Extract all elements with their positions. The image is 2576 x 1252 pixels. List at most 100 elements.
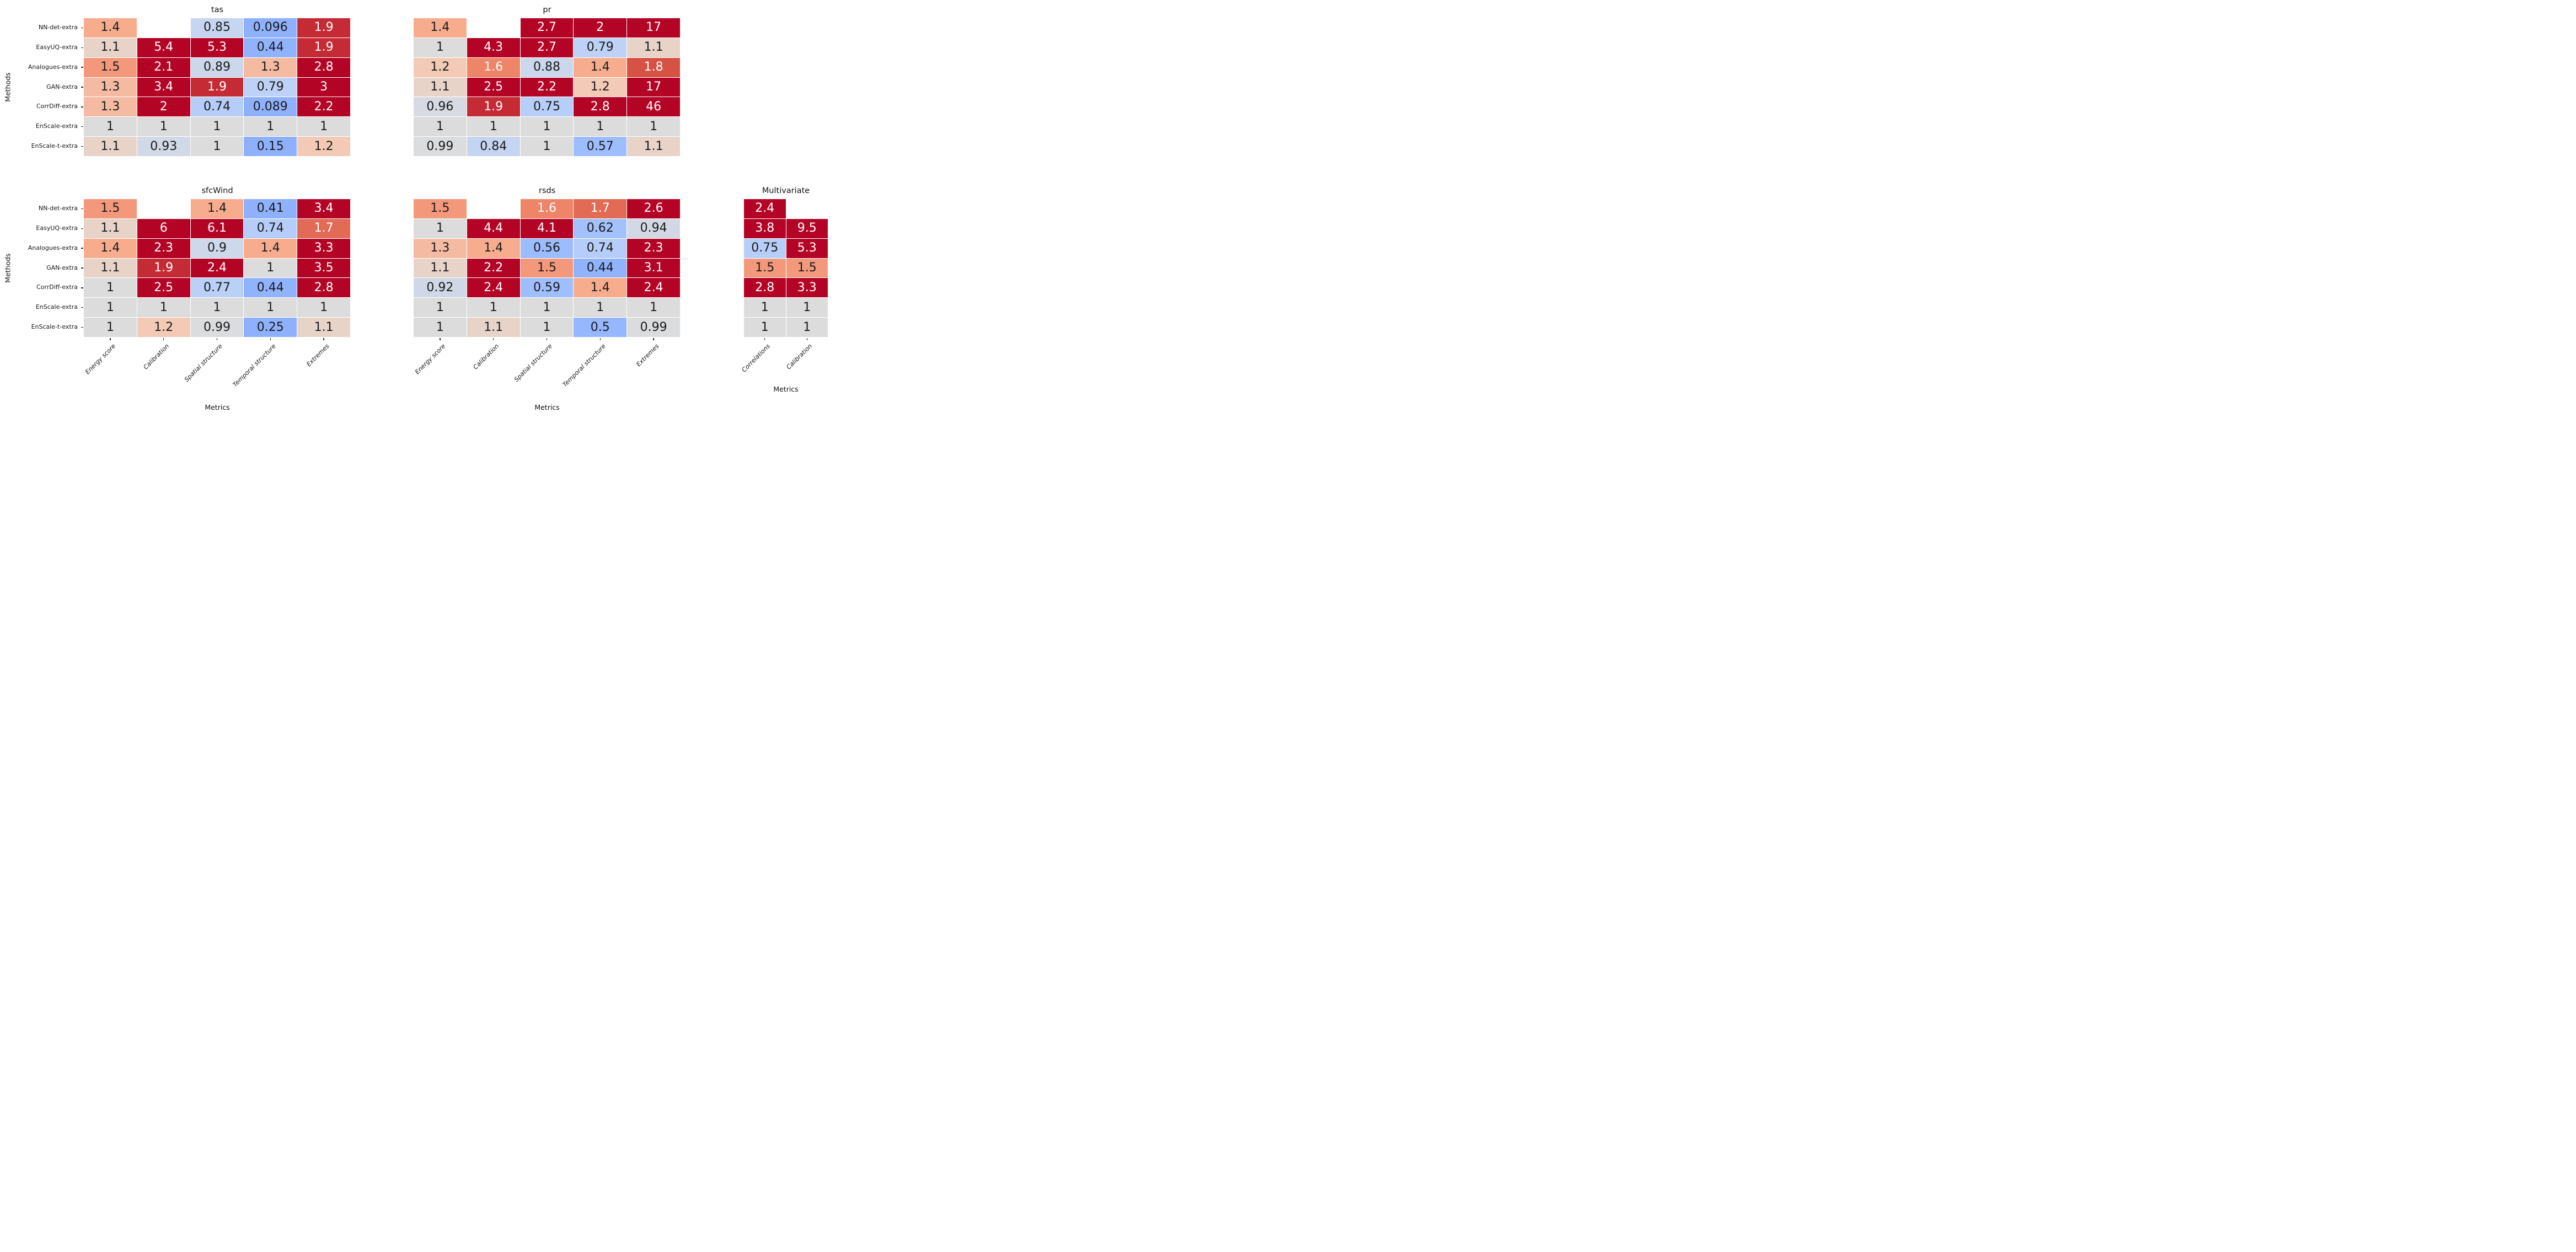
heatmap-cell: 1.5 <box>84 57 137 77</box>
panel-title-sfcwind: sfcWind <box>201 186 233 195</box>
heatmap-cell: 0.99 <box>627 318 680 337</box>
cell-value: 1.9 <box>154 260 174 275</box>
x-tick-mark <box>163 338 164 340</box>
cell-value: 2.4 <box>644 280 663 295</box>
x-tick-mark <box>653 338 654 340</box>
cell-value: 1.1 <box>100 221 120 236</box>
x-axis-label-metrics-sfcwind: Metrics <box>205 403 230 411</box>
heatmap-cell: 0.74 <box>190 97 244 117</box>
heatmap-cell: 1 <box>786 318 828 337</box>
y-tick-label: GAN-extra <box>46 264 78 271</box>
heatmap-cell: 0.096 <box>244 18 297 38</box>
x-tick-label: Spatial structure <box>512 343 554 383</box>
cell-value: 9.5 <box>797 221 817 236</box>
heatmap-cell: 1 <box>786 298 828 318</box>
heatmap-cell: 0.75 <box>744 238 786 258</box>
heatmap-cell: 0.75 <box>520 97 574 117</box>
cell-value: 2.8 <box>314 60 334 74</box>
y-tick-mark <box>81 106 83 108</box>
heatmap-cell: 0.92 <box>414 278 467 298</box>
cell-value: 2.5 <box>484 79 504 94</box>
cell-value: 46 <box>646 99 662 114</box>
heatmap-cell: 1.1 <box>84 38 137 57</box>
cell-value: 1.5 <box>537 260 556 275</box>
cell-value: 0.93 <box>150 139 178 153</box>
heatmap-cell: 1 <box>244 258 297 278</box>
heatmap-cell: 0.15 <box>244 137 297 156</box>
cell-value: 0.92 <box>426 280 454 295</box>
cell-value: 1.3 <box>100 79 120 94</box>
cell-value: 2 <box>596 20 604 35</box>
x-tick-label: Extremes <box>635 343 661 368</box>
cell-value: 17 <box>646 79 662 94</box>
cell-value: 1.4 <box>207 201 227 216</box>
heatmap-cell: 17 <box>627 18 680 38</box>
cell-value: 4.1 <box>537 221 556 236</box>
cell-value: 1 <box>213 300 221 314</box>
cell-value: 0.44 <box>256 40 284 55</box>
heatmap-cell: 1 <box>574 298 627 318</box>
cell-value: 1 <box>213 119 221 133</box>
x-tick-mark <box>493 338 494 340</box>
cell-value: 1 <box>761 320 769 334</box>
cell-value: 1.9 <box>207 79 227 94</box>
heatmap-cell <box>467 199 520 218</box>
cell-value: 2.4 <box>484 280 504 295</box>
x-tick-mark <box>599 338 601 340</box>
x-tick-mark <box>323 338 324 340</box>
heatmap-cell: 1.3 <box>84 97 137 117</box>
heatmap-cell <box>137 18 190 38</box>
heatmap-cell: 3 <box>297 77 350 97</box>
cell-value: 0.25 <box>256 320 284 334</box>
x-tick-label: Calibration <box>785 343 814 371</box>
cell-value: 3.8 <box>755 221 775 236</box>
heatmap-cell: 1.1 <box>414 258 467 278</box>
heatmap-cell: 1 <box>414 117 467 137</box>
cell-value: 0.5 <box>590 320 610 334</box>
heatmap-cell: 1.1 <box>297 318 350 337</box>
cell-value: 1.3 <box>260 60 280 74</box>
heatmap-panel-rsds: 1.5 1.6 1.7 2.6 1 4.4 4.1 0.62 0.94 1.3 1.4 0.56 0.7… <box>414 199 680 337</box>
panel-title-pr: pr <box>543 6 551 14</box>
heatmap-cell: 17 <box>627 77 680 97</box>
heatmap-cell: 0.99 <box>414 137 467 156</box>
cell-value: 0.44 <box>256 280 284 295</box>
heatmap-cell: 0.44 <box>244 38 297 57</box>
heatmap-cell: 0.79 <box>574 38 627 57</box>
heatmap-cell: 46 <box>627 97 680 117</box>
cell-value: 1.7 <box>590 201 610 216</box>
heatmap-cell: 1.4 <box>84 18 137 38</box>
cell-value: 0.84 <box>480 139 507 153</box>
cell-value: 4.3 <box>484 40 504 55</box>
cell-value: 5.3 <box>797 241 817 255</box>
cell-value: 4.4 <box>484 221 504 236</box>
heatmap-cell: 0.44 <box>244 278 297 298</box>
heatmap-cell: 1.6 <box>520 199 574 218</box>
heatmap-cell: 1.1 <box>467 318 520 337</box>
heatmap-cell: 1 <box>84 318 137 337</box>
cell-value: 0.62 <box>586 221 614 236</box>
cell-value: 1 <box>159 119 168 133</box>
cell-value: 1 <box>489 119 497 133</box>
cell-value: 1.4 <box>590 280 610 295</box>
cell-value: 1.5 <box>755 260 775 275</box>
heatmap-cell: 3.5 <box>297 258 350 278</box>
y-tick-mark <box>81 287 83 288</box>
heatmap-cell: 3.4 <box>297 199 350 218</box>
heatmap-cell: 1 <box>84 278 137 298</box>
heatmap-cell: 1.9 <box>297 18 350 38</box>
heatmap-cell: 2.3 <box>627 238 680 258</box>
cell-value: 1.1 <box>430 260 450 275</box>
heatmap-cell: 0.5 <box>574 318 627 337</box>
heatmap-cell: 2.8 <box>297 57 350 77</box>
heatmap-cell: 0.94 <box>627 218 680 238</box>
heatmap-cell: 3.3 <box>297 238 350 258</box>
y-tick-label: GAN-extra <box>46 83 78 90</box>
heatmap-cell: 1.4 <box>574 278 627 298</box>
x-tick-label: Temporal structure <box>231 343 277 389</box>
cell-value: 1.4 <box>590 60 610 74</box>
cell-value: 1.1 <box>644 40 663 55</box>
cell-value: 5.4 <box>154 40 174 55</box>
heatmap-cell: 1 <box>297 298 350 318</box>
cell-value: 1.1 <box>100 260 120 275</box>
